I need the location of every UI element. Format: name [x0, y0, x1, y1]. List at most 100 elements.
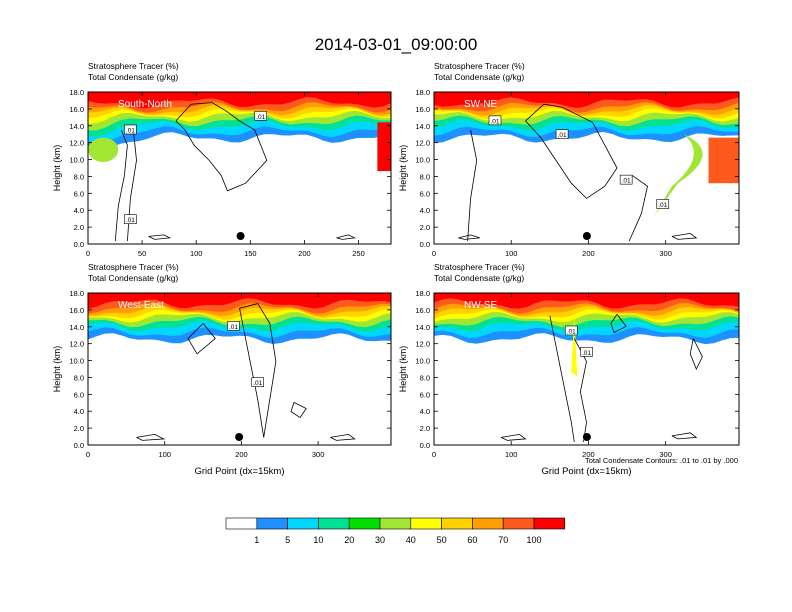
x-tick-label: 300 [312, 450, 325, 459]
x-tick-label: 0 [432, 249, 436, 258]
x-tick-label: 300 [659, 249, 672, 258]
contour-label: .01 [229, 324, 238, 331]
y-tick-label: 18.0 [415, 88, 430, 97]
colorbar-label: 30 [375, 535, 385, 545]
y-tick-label: 14.0 [415, 122, 430, 131]
contour-label: .01 [582, 350, 591, 357]
contour-label: .01 [558, 132, 567, 139]
x-tick-label: 250 [352, 249, 365, 258]
x-tick-label: 300 [659, 450, 672, 459]
colorbar-label: 40 [406, 535, 416, 545]
y-tick-label: 16.0 [69, 306, 84, 315]
colorbar-swatch [225, 517, 258, 530]
y-tick-label: 12.0 [69, 139, 84, 148]
colorbar-swatch [379, 517, 412, 530]
panel-header-condensate: Total Condensate (g/kg) [434, 273, 524, 283]
panel-3: Stratosphere Tracer (%)Total Condensate … [52, 262, 392, 477]
x-tick-label: 200 [582, 249, 595, 258]
y-tick-label: 8.0 [74, 172, 84, 181]
y-tick-label: 2.0 [420, 223, 430, 232]
colorbar-label: 60 [467, 535, 477, 545]
contour-label: .01 [256, 114, 265, 121]
section-label: SW-NE [464, 99, 497, 110]
y-tick-label: 6.0 [74, 189, 84, 198]
y-tick-label: 18.0 [415, 289, 430, 298]
x-tick-label: 200 [582, 450, 595, 459]
colorbar-swatch [472, 517, 504, 530]
x-tick-label: 0 [86, 249, 90, 258]
colorbar-swatch [318, 517, 350, 530]
panel-header-tracer: Stratosphere Tracer (%) [434, 262, 525, 272]
y-tick-label: 2.0 [74, 223, 84, 232]
panel-header-tracer: Stratosphere Tracer (%) [434, 61, 525, 71]
panel-1: Stratosphere Tracer (%)Total Condensate … [52, 61, 392, 258]
tracer-field [88, 92, 391, 172]
colorbar-swatch [287, 517, 319, 530]
panel-header-tracer: Stratosphere Tracer (%) [88, 262, 179, 272]
y-tick-label: 0.0 [74, 240, 84, 249]
contour-label: .01 [126, 128, 135, 135]
colorbar-swatch [348, 517, 381, 530]
colorbar-swatch [502, 517, 535, 530]
y-tick-label: 12.0 [415, 340, 430, 349]
y-tick-label: 4.0 [74, 407, 84, 416]
y-tick-label: 10.0 [69, 357, 84, 366]
colorbar-swatch [256, 517, 288, 530]
y-tick-label: 4.0 [74, 206, 84, 215]
location-marker [582, 433, 591, 441]
location-marker [582, 232, 591, 240]
colorbar-swatch [533, 517, 566, 530]
y-tick-label: 6.0 [74, 390, 84, 399]
colorbar: 1 5 10 20 30 40 50 60 70 100 [225, 517, 566, 545]
y-tick-label: 6.0 [420, 189, 430, 198]
y-tick-label: 10.0 [415, 357, 430, 366]
figure-title: 2014-03-01_09:00:00 [315, 35, 478, 54]
y-tick-label: 2.0 [74, 424, 84, 433]
y-tick-label: 0.0 [74, 441, 84, 450]
x-tick-label: 50 [138, 249, 146, 258]
y-axis-label: Height (km) [52, 145, 62, 192]
y-tick-label: 10.0 [415, 156, 430, 165]
colorbar-label: 100 [526, 535, 541, 545]
colorbar-label: 10 [313, 535, 323, 545]
colorbar-swatch [410, 517, 442, 530]
condensate-contours: .01 .01 [500, 314, 703, 443]
tracer-field [434, 92, 739, 217]
y-tick-label: 8.0 [420, 172, 430, 181]
x-tick-label: 150 [244, 249, 257, 258]
section-label: NW-SE [464, 300, 497, 311]
x-tick-label: 0 [432, 450, 436, 459]
y-tick-label: 8.0 [420, 373, 430, 382]
contour-label: .01 [490, 118, 499, 125]
panel-header-condensate: Total Condensate (g/kg) [88, 72, 178, 82]
x-tick-label: 0 [86, 450, 90, 459]
y-tick-label: 14.0 [69, 122, 84, 131]
x-axis-label: Grid Point (dx=15km) [194, 466, 284, 477]
condensate-contours: .01 .01 .01 [114, 102, 356, 242]
contour-note: Total Condensate Contours: .01 to .01 by… [585, 456, 738, 465]
y-axis-label: Height (km) [52, 346, 62, 393]
y-tick-label: 12.0 [415, 139, 430, 148]
y-tick-label: 16.0 [415, 105, 430, 114]
y-tick-label: 18.0 [69, 88, 84, 97]
x-tick-label: 100 [505, 450, 518, 459]
x-tick-label: 200 [298, 249, 311, 258]
panel-header-condensate: Total Condensate (g/kg) [434, 72, 524, 82]
contour-label: .01 [622, 178, 631, 185]
y-tick-label: 6.0 [420, 390, 430, 399]
colorbar-swatch [441, 517, 473, 530]
x-axis-label: Grid Point (dx=15km) [541, 466, 631, 477]
y-tick-label: 18.0 [69, 289, 84, 298]
colorbar-label: 70 [498, 535, 508, 545]
contour-label: .01 [567, 329, 576, 336]
y-tick-label: 12.0 [69, 340, 84, 349]
colorbar-label: 1 [254, 535, 259, 545]
condensate-contours: .01 .01 [136, 303, 356, 441]
section-label: West-East [118, 300, 164, 311]
contour-label: .01 [658, 202, 667, 209]
tracer-field [434, 293, 739, 377]
colorbar-label: 5 [285, 535, 290, 545]
x-tick-label: 100 [158, 450, 171, 459]
contour-label: .01 [253, 380, 262, 387]
